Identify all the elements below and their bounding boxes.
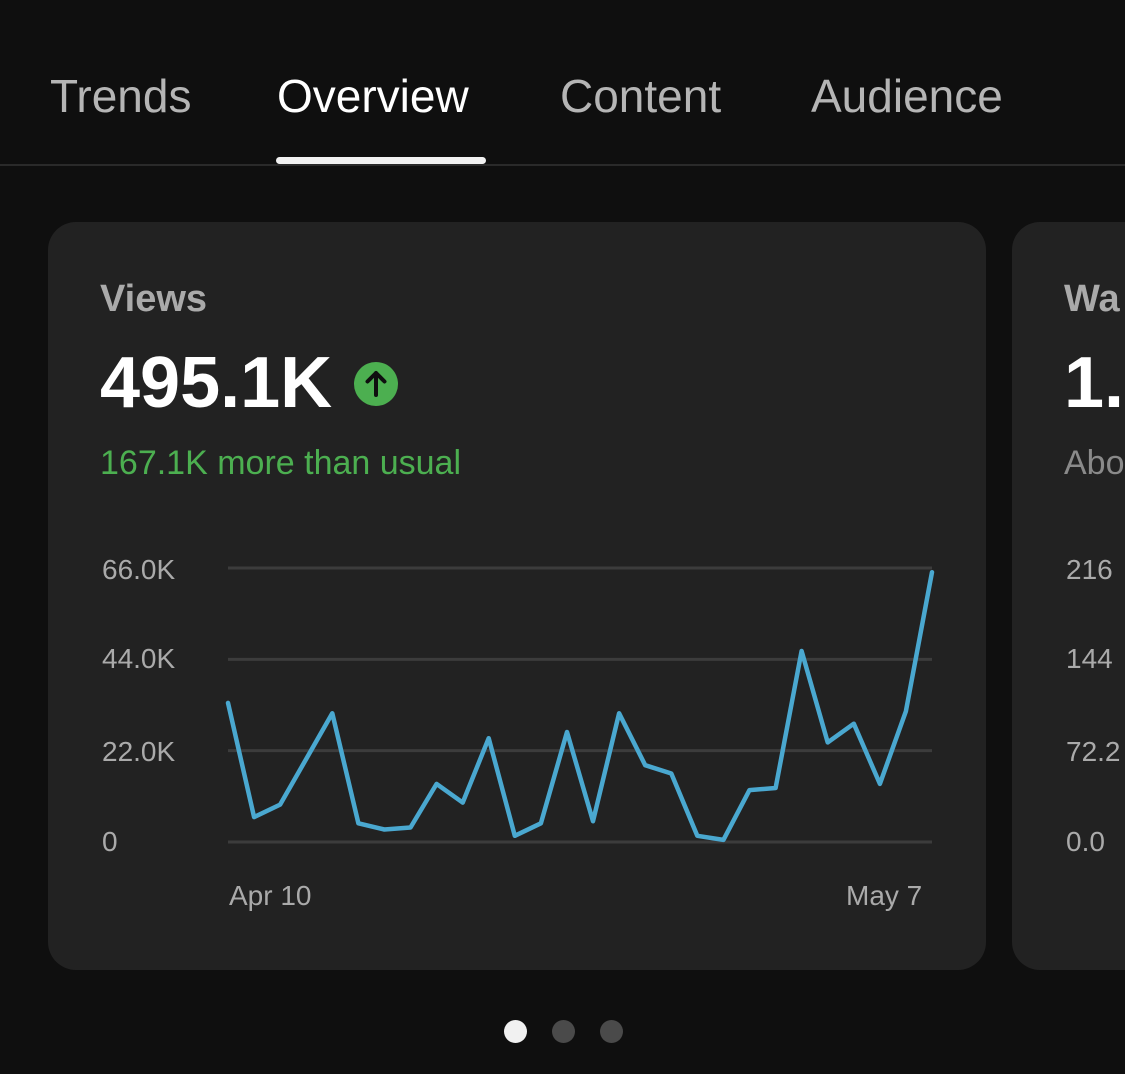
y-tick-label: 0.0 [1066,826,1105,857]
data-point [826,740,830,744]
data-point [591,819,595,823]
data-point [539,821,543,825]
data-point [304,757,308,761]
data-point [461,801,465,805]
data-point [800,649,804,653]
y-tick-label: 144 [1066,643,1113,674]
x-tick-label: May 7 [846,880,923,911]
metric-comparison: Abo [1064,444,1125,482]
data-point [904,709,908,713]
data-point [409,825,413,829]
y-tick-label: 216 [1066,554,1113,585]
y-tick-label: 72.2 [1066,736,1121,767]
data-point [695,834,699,838]
active-tab-indicator [276,157,486,164]
page-indicator [0,1020,1125,1044]
data-point [565,730,569,734]
data-point [721,838,725,842]
tab-audience[interactable]: Audience [811,70,1003,122]
y-tick-label: 0 [102,826,118,857]
page-dot-3[interactable] [600,1020,623,1043]
y-tick-label: 44.0K [102,643,176,674]
tab-overview[interactable]: Overview [277,70,469,122]
arrow-up-circle-icon [354,362,398,406]
data-point [774,786,778,790]
views-series-line [225,569,935,843]
data-point [643,763,647,767]
views-card[interactable]: Views 495.1K 167.1K more than usual 66.0… [48,222,986,970]
data-point [382,828,386,832]
data-point [617,711,621,715]
tab-trends[interactable]: Trends [50,70,192,122]
data-point [930,570,934,574]
metric-label: Wa [1064,278,1120,320]
y-tick-label: 66.0K [102,554,176,585]
views-line-chart [225,566,935,844]
data-point [435,782,439,786]
data-point [852,722,856,726]
watch-time-card[interactable]: Wa 1.( Abo 216 144 72.2 0.0 [1012,222,1125,970]
page-dot-1[interactable] [504,1020,527,1043]
data-point [278,803,282,807]
metric-label: Views [100,278,208,320]
x-tick-label: Apr 10 [229,880,312,911]
metric-value: 495.1K [100,343,333,423]
data-point [669,772,673,776]
metric-comparison: 167.1K more than usual [100,444,462,482]
page-dot-2[interactable] [552,1020,575,1043]
data-point [878,782,882,786]
y-tick-label: 22.0K [102,736,176,767]
metric-value: 1.( [1064,343,1125,423]
data-point [487,736,491,740]
data-point [747,788,751,792]
data-point [330,711,334,715]
data-point [226,701,230,705]
data-point [513,834,517,838]
tab-bar: Trends Overview Content Audience [0,0,1125,166]
data-point [356,821,360,825]
tab-content[interactable]: Content [560,70,722,122]
data-point [252,815,256,819]
